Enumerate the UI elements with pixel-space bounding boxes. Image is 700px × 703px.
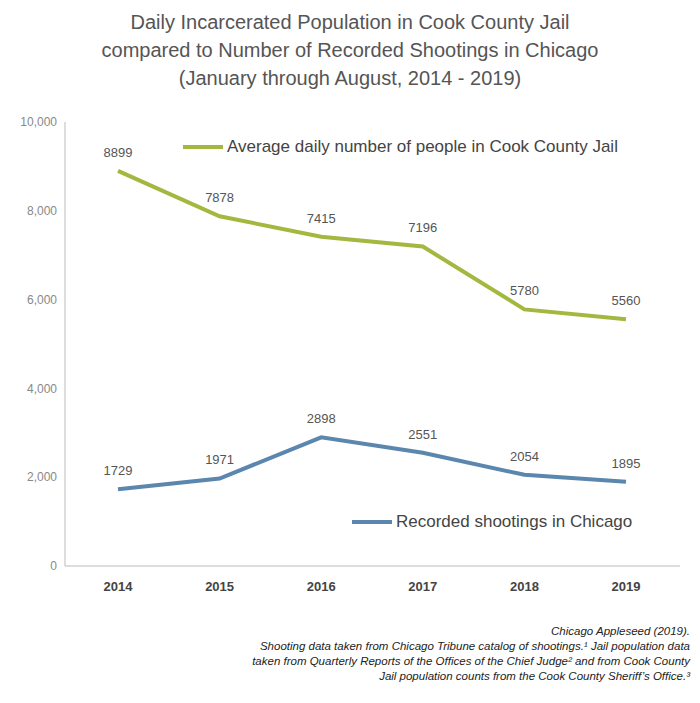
html-text:Shooting data taken from Chica: Shooting data taken from Chicago Tribune…: [252, 640, 690, 682]
svg-text:8899: 8899: [104, 145, 133, 160]
svg-text:1895: 1895: [612, 456, 641, 471]
svg-text:5780: 5780: [510, 283, 539, 298]
svg-text:7878: 7878: [205, 190, 234, 205]
svg-text:7196: 7196: [408, 220, 437, 235]
svg-text:2015: 2015: [205, 579, 234, 594]
svg-text:2017: 2017: [408, 579, 437, 594]
html-text:Daily Incarcerated Population: Daily Incarcerated Population in Cook Co…: [101, 11, 599, 89]
svg-text:2551: 2551: [408, 427, 437, 442]
svg-text:2018: 2018: [510, 579, 539, 594]
html-text:Recorded shootings in Chicago: Recorded shootings in Chicago: [396, 512, 633, 531]
svg-text:2054: 2054: [510, 449, 539, 464]
html-text:Chicago Appleseed (2019).: Chicago Appleseed (2019).: [551, 625, 690, 637]
svg-text:10,000: 10,000: [20, 115, 57, 129]
svg-text:2898: 2898: [307, 411, 336, 426]
svg-text:7415: 7415: [307, 211, 336, 226]
svg-text:1971: 1971: [205, 452, 234, 467]
svg-text:0: 0: [50, 559, 57, 573]
svg-text:2014: 2014: [104, 579, 134, 594]
svg-text:1729: 1729: [104, 463, 133, 478]
svg-text:6,000: 6,000: [27, 293, 57, 307]
svg-text:2,000: 2,000: [27, 470, 57, 484]
svg-text:5560: 5560: [612, 293, 641, 308]
svg-text:2016: 2016: [307, 579, 336, 594]
svg-text:8,000: 8,000: [27, 204, 57, 218]
svg-text:2019: 2019: [612, 579, 641, 594]
html-text:Average daily number of people: Average daily number of people in Cook C…: [227, 137, 618, 156]
svg-text:4,000: 4,000: [27, 382, 57, 396]
